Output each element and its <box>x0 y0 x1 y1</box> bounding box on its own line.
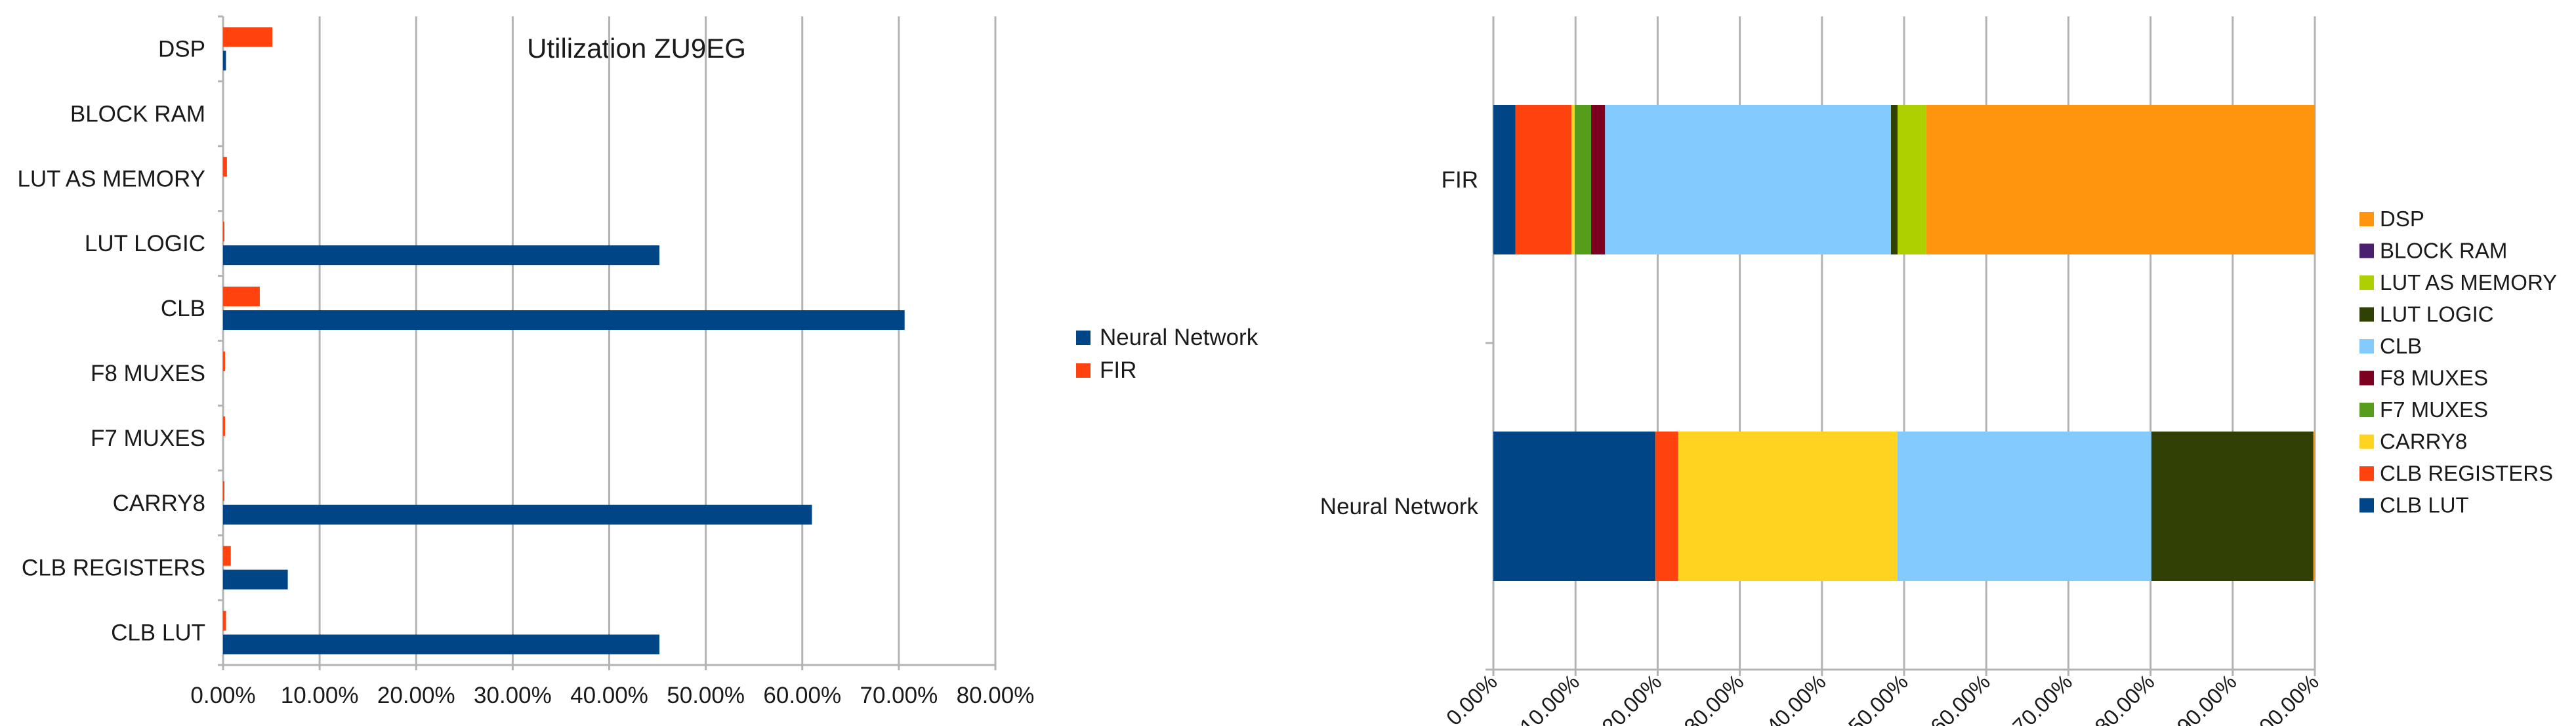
x-tick-label: 0.00% <box>1442 670 1502 726</box>
bar-fir <box>223 27 273 47</box>
x-tick-label: 40.00% <box>570 683 648 708</box>
category-label: DSP <box>158 36 205 62</box>
category-label: BLOCK RAM <box>70 101 205 127</box>
x-tick-label: 50.00% <box>1844 670 1913 726</box>
category-label: CLB LUT <box>111 620 205 646</box>
x-tick-label: 100.00% <box>2246 670 2323 726</box>
category-label: F7 MUXES <box>91 426 205 451</box>
bar-fir <box>223 611 226 631</box>
bar-neural-network <box>223 50 226 71</box>
legend-swatch <box>2359 243 2374 258</box>
legend-label: CLB <box>2380 334 2422 358</box>
category-label: CARRY8 <box>113 491 205 516</box>
category-label: LUT LOGIC <box>85 231 205 256</box>
x-tick-label: 20.00% <box>377 683 455 708</box>
legend-swatch <box>1076 363 1091 378</box>
x-tick-label: 30.00% <box>1679 670 1748 726</box>
x-tick-label: 60.00% <box>763 683 841 708</box>
bar-fir <box>223 416 225 436</box>
legend-label: LUT LOGIC <box>2380 302 2494 327</box>
category-label: Neural Network <box>1320 494 1479 519</box>
legend-swatch <box>2359 466 2374 481</box>
x-tick-label: 30.00% <box>474 683 552 708</box>
bar-segment-clb-lut <box>1493 432 1655 581</box>
legend-label: F7 MUXES <box>2380 397 2488 422</box>
category-label: LUT AS MEMORY <box>17 166 205 192</box>
x-tick-label: 60.00% <box>1926 670 1995 726</box>
legend-label: BLOCK RAM <box>2380 239 2507 263</box>
legend-swatch <box>2359 371 2374 386</box>
bar-neural-network <box>223 634 660 655</box>
x-tick-label: 70.00% <box>860 683 938 708</box>
legend-swatch <box>1076 331 1091 345</box>
legend-swatch <box>2359 403 2374 417</box>
bar-segment-lut-logic <box>1890 105 1898 254</box>
chart-title: Utilization ZU9EG <box>527 33 746 64</box>
legend-label: LUT AS MEMORY <box>2380 270 2557 294</box>
bar-fir <box>223 157 227 177</box>
bar-segment-dsp <box>2313 432 2315 581</box>
bar-segment-clb <box>1897 432 2151 581</box>
category-label: CLB REGISTERS <box>22 555 205 581</box>
legend-swatch <box>2359 434 2374 449</box>
x-tick-label: 20.00% <box>1597 670 1666 726</box>
bar-fir <box>223 546 231 566</box>
bar-segment-lut-as-memory <box>1897 105 1926 254</box>
bar-segment-clb-registers <box>1655 432 1678 581</box>
bar-segment-clb-lut <box>1493 105 1516 254</box>
legend-label: Neural Network <box>1100 325 1258 350</box>
x-tick-label: 0.00% <box>190 683 255 708</box>
legend-label: DSP <box>2380 207 2424 231</box>
legend-label: CLB REGISTERS <box>2380 461 2553 485</box>
legend-label: CARRY8 <box>2380 430 2467 454</box>
legend-swatch <box>2359 498 2374 513</box>
bar-segment-clb <box>1605 105 1891 254</box>
bar-segment-f8-muxes <box>1590 105 1606 254</box>
category-label: F8 MUXES <box>91 361 205 386</box>
bar-fir <box>223 222 224 242</box>
x-tick-label: 80.00% <box>957 683 1035 708</box>
bar-segment-carry8 <box>1678 432 1898 581</box>
bar-segment-dsp <box>1926 105 2315 254</box>
x-tick-label: 40.00% <box>1761 670 1830 726</box>
legend-label: FIR <box>1100 357 1136 383</box>
x-tick-label: 90.00% <box>2172 670 2241 726</box>
x-tick-label: 80.00% <box>2090 670 2159 726</box>
bar-neural-network <box>223 504 812 525</box>
bar-fir <box>223 287 260 307</box>
category-label: FIR <box>1442 167 1478 193</box>
bar-segment-lut-logic <box>2151 432 2314 581</box>
category-label: CLB <box>161 296 205 321</box>
bar-segment-clb-registers <box>1515 105 1571 254</box>
legend-label: CLB LUT <box>2380 493 2469 517</box>
legend-swatch <box>2359 275 2374 290</box>
bar-fir <box>223 481 224 501</box>
bar-segment-carry8 <box>1571 105 1575 254</box>
x-tick-label: 70.00% <box>2008 670 2077 726</box>
legend-swatch <box>2359 212 2374 226</box>
bar-neural-network <box>223 569 288 590</box>
bar-fir <box>223 351 225 371</box>
bar-neural-network <box>223 245 660 266</box>
legend-swatch <box>2359 339 2374 353</box>
legend-label: F8 MUXES <box>2380 366 2488 390</box>
x-tick-label: 10.00% <box>281 683 359 708</box>
legend-swatch <box>2359 307 2374 322</box>
bar-neural-network <box>223 310 905 331</box>
x-tick-label: 50.00% <box>667 683 745 708</box>
x-tick-label: 10.00% <box>1515 670 1584 726</box>
bar-segment-f7-muxes <box>1574 105 1591 254</box>
